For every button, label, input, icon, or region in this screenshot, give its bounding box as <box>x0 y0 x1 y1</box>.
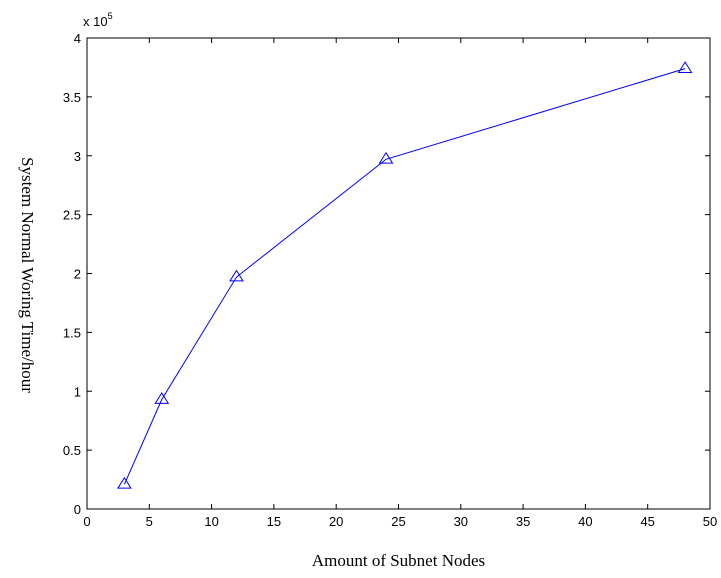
y-tick-label: 0 <box>74 502 81 517</box>
x-tick-label: 15 <box>267 514 281 529</box>
y-tick-label: 0.5 <box>63 443 81 458</box>
x-tick-label: 35 <box>516 514 530 529</box>
y-tick-label: 4 <box>74 31 81 46</box>
data-point-triangle <box>378 151 394 164</box>
x-tick-label: 20 <box>329 514 343 529</box>
data-point-triangle <box>154 392 170 404</box>
y-tick-label: 2.5 <box>63 208 81 223</box>
y-axis-title: System Normal Woring Time/hour <box>18 157 37 393</box>
data-point-triangle <box>677 61 693 74</box>
y-axis: 0 0.5 1 1.5 2 2.5 3 3.5 4 <box>63 31 710 517</box>
y-tick-label: 2 <box>74 267 81 282</box>
y-tick-label: 3 <box>74 149 81 164</box>
y-tick-label: 1 <box>74 384 81 399</box>
x-tick-label: 25 <box>391 514 405 529</box>
x-axis-title: Amount of Subnet Nodes <box>312 551 485 570</box>
plot-area <box>86 37 711 510</box>
y-tick-label: 3.5 <box>63 90 81 105</box>
x-tick-label: 45 <box>640 514 654 529</box>
series-line <box>123 68 686 485</box>
x-tick-label: 30 <box>454 514 468 529</box>
data-point-triangle <box>116 476 132 489</box>
x-tick-label: 40 <box>578 514 592 529</box>
data-point-triangle <box>229 269 244 282</box>
y-multiplier-label: x 105 <box>83 11 113 29</box>
x-tick-label: 10 <box>204 514 218 529</box>
x-tick-label: 0 <box>83 514 90 529</box>
series-layer <box>116 61 693 489</box>
x-axis: 0 5 10 15 20 25 30 35 40 45 50 <box>83 38 717 529</box>
y-tick-label: 1.5 <box>63 325 81 340</box>
x-tick-label: 5 <box>146 514 153 529</box>
x-tick-label: 50 <box>703 514 717 529</box>
